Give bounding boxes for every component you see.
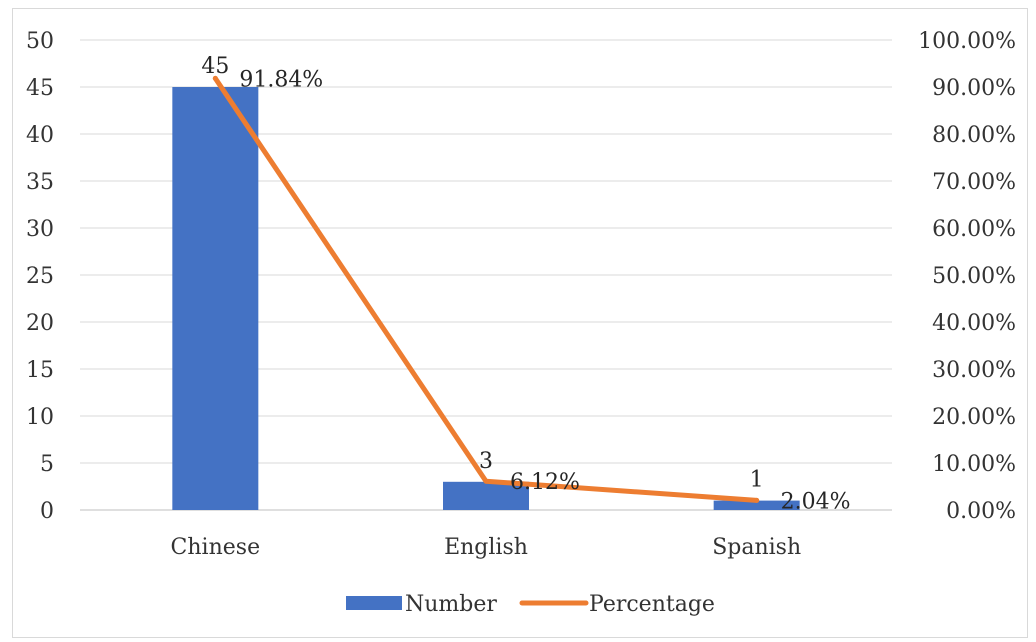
right-axis-tick-label: 40.00% bbox=[932, 311, 1016, 336]
left-axis-tick-label: 5 bbox=[40, 452, 54, 477]
right-axis-tick-label: 80.00% bbox=[932, 123, 1016, 148]
line-data-label: 6.12% bbox=[510, 470, 580, 495]
right-axis-tick-label: 50.00% bbox=[932, 264, 1016, 289]
right-axis-tick-label: 90.00% bbox=[932, 76, 1016, 101]
right-axis-tick-label: 60.00% bbox=[932, 217, 1016, 242]
right-axis-tick-label: 10.00% bbox=[932, 452, 1016, 477]
left-axis-tick-label: 40 bbox=[26, 123, 54, 148]
percentage-point bbox=[754, 497, 760, 503]
left-axis-tick-label: 25 bbox=[26, 264, 54, 289]
left-axis-tick-label: 30 bbox=[26, 217, 54, 242]
left-axis-tick-label: 10 bbox=[26, 405, 54, 430]
line-series bbox=[212, 75, 760, 503]
category-label: Spanish bbox=[712, 535, 801, 560]
right-axis-tick-label: 0.00% bbox=[946, 499, 1016, 524]
category-axis: Chinese English Spanish bbox=[171, 535, 802, 560]
left-axis-tick-label: 50 bbox=[26, 29, 54, 54]
legend-label-percentage: Percentage bbox=[589, 592, 715, 617]
chart-container: 0 5 10 15 20 25 30 35 40 45 50 0.00% 10.00% 20.00% 30… bbox=[12, 8, 1028, 638]
left-axis-tick-label: 0 bbox=[40, 499, 54, 524]
bar-data-label: 1 bbox=[750, 468, 764, 493]
left-axis-tick-label: 45 bbox=[26, 76, 54, 101]
bar-data-label: 45 bbox=[201, 54, 229, 79]
legend-label-number: Number bbox=[405, 592, 497, 617]
bar-english bbox=[443, 481, 529, 510]
category-label: Chinese bbox=[171, 535, 261, 560]
percentage-point bbox=[212, 75, 218, 81]
line-data-label: 2.04% bbox=[781, 489, 851, 514]
bar-chinese bbox=[172, 87, 259, 510]
right-axis-tick-label: 20.00% bbox=[932, 405, 1016, 430]
right-axis-tick-label: 70.00% bbox=[932, 170, 1016, 195]
left-axis-tick-label: 15 bbox=[26, 358, 54, 383]
right-axis-tick-label: 100.00% bbox=[918, 29, 1016, 54]
left-axis-tick-label: 35 bbox=[26, 170, 54, 195]
left-axis-ticks: 0 5 10 15 20 25 30 35 40 45 50 bbox=[26, 29, 54, 524]
category-label: English bbox=[444, 535, 528, 560]
bar-spanish bbox=[713, 500, 800, 510]
bar-data-label: 3 bbox=[479, 449, 493, 474]
legend: Number Percentage bbox=[346, 592, 715, 617]
right-axis-tick-label: 30.00% bbox=[932, 358, 1016, 383]
left-axis-tick-label: 20 bbox=[26, 311, 54, 336]
right-axis-ticks: 0.00% 10.00% 20.00% 30.00% 40.00% 50.00% 60.00… bbox=[918, 29, 1016, 524]
line-data-label: 91.84% bbox=[239, 67, 323, 92]
data-labels: 45 3 1 91.84% 6.12% 2.04% bbox=[201, 54, 850, 514]
bar-series bbox=[172, 87, 800, 510]
percentage-point bbox=[483, 478, 489, 484]
legend-swatch-number bbox=[346, 596, 402, 610]
percentage-line bbox=[212, 75, 760, 503]
